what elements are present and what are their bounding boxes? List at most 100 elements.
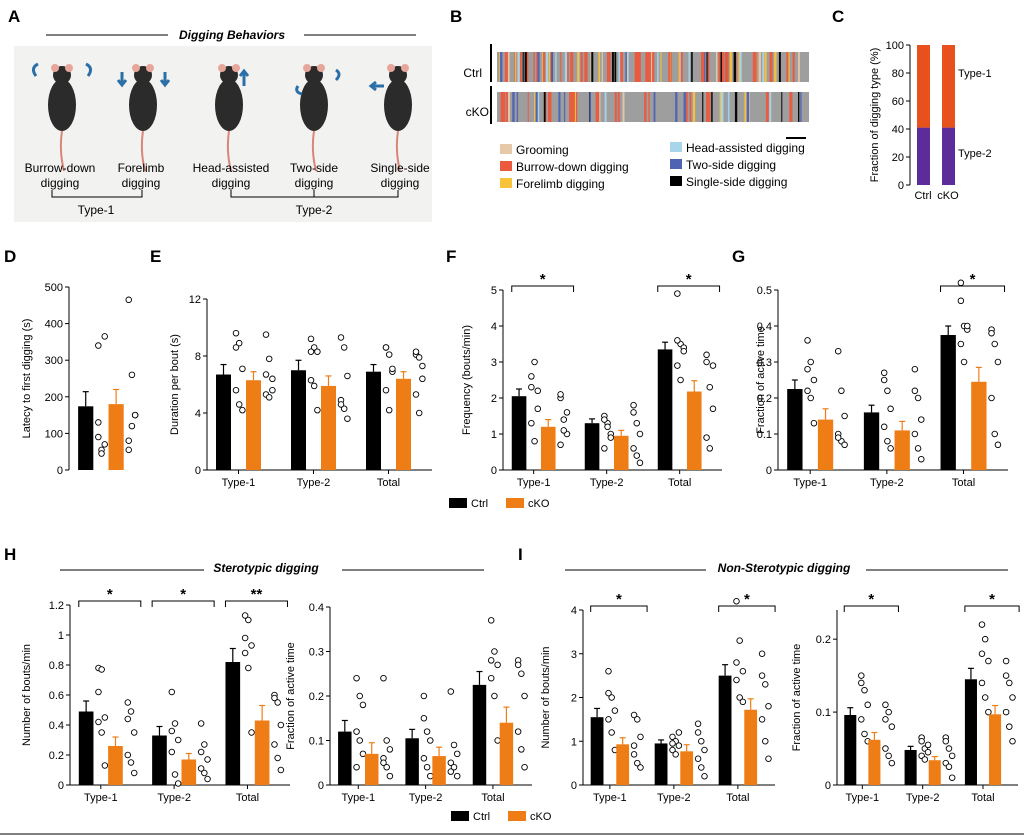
data-point	[807, 394, 814, 402]
legend-swatch-ctrl	[449, 498, 467, 508]
ethogram-event	[599, 92, 601, 122]
data-point	[694, 755, 702, 763]
data-point	[978, 621, 986, 628]
mouse-ear	[218, 64, 226, 72]
data-point	[991, 430, 998, 438]
x-tick-label: Total	[726, 792, 749, 804]
ethogram-event	[798, 52, 800, 82]
y-tick-label: 4	[195, 408, 201, 420]
ethogram-event	[524, 52, 527, 82]
data-point	[733, 598, 740, 605]
bar	[657, 349, 673, 470]
ethogram-event	[744, 92, 747, 122]
ethogram-event	[536, 52, 538, 82]
ethogram-event	[765, 92, 769, 122]
mouse-tail	[226, 130, 232, 172]
data-point	[131, 411, 139, 419]
ethogram-event	[701, 52, 705, 82]
data-point	[981, 694, 989, 701]
data-point	[245, 664, 252, 672]
data-point	[521, 692, 528, 700]
data-point	[514, 728, 522, 735]
behavior-label-line1: Single-side	[370, 161, 430, 175]
ethogram-event	[614, 52, 617, 82]
data-point	[174, 736, 182, 744]
bar	[817, 419, 834, 470]
data-point	[356, 692, 363, 700]
data-point	[694, 720, 702, 728]
data-point	[1002, 672, 1010, 679]
ethogram-event	[758, 52, 761, 82]
arrow-icon	[31, 62, 39, 77]
data-point	[241, 612, 249, 619]
data-point	[340, 344, 348, 351]
data-point	[337, 334, 345, 341]
data-point	[95, 718, 102, 726]
data-point	[310, 382, 318, 390]
stacked-bar-segment	[942, 45, 955, 128]
ethogram-event	[660, 52, 662, 82]
ethogram-event	[543, 92, 546, 122]
data-point	[314, 348, 321, 355]
y-axis-label: Fraction of active time	[791, 644, 803, 752]
x-tick-label: Type-1	[846, 792, 880, 804]
ethogram-event	[515, 52, 517, 82]
ethogram-event	[792, 52, 795, 82]
ethogram-event	[518, 52, 520, 82]
data-point	[204, 775, 211, 783]
type1-bracket	[51, 190, 143, 198]
ethogram-event	[519, 52, 522, 82]
bar	[894, 430, 910, 470]
data-point	[487, 657, 495, 664]
data-point	[531, 437, 538, 445]
series-label-type1: Type-1	[958, 68, 992, 80]
mouse-tail	[311, 130, 317, 172]
data-point	[232, 329, 240, 337]
data-point	[277, 721, 285, 729]
data-point	[630, 445, 637, 452]
data-point	[241, 634, 249, 642]
data-point	[945, 745, 953, 752]
data-point	[174, 780, 182, 787]
data-point	[419, 362, 426, 370]
bar	[291, 370, 306, 470]
y-tick-label: 0	[491, 465, 497, 477]
data-point	[385, 351, 393, 358]
data-point	[560, 427, 568, 434]
behavior-label-line1: Forelimb	[118, 161, 165, 175]
ethogram-event	[685, 92, 688, 122]
data-point	[427, 772, 434, 780]
ethogram-event	[507, 92, 511, 122]
data-point	[232, 386, 240, 394]
data-point	[706, 383, 714, 391]
data-point	[978, 679, 986, 687]
significance-bracket	[151, 600, 215, 607]
data-point	[248, 642, 255, 649]
data-point	[607, 434, 615, 441]
x-tick-label: Type-1	[793, 477, 827, 489]
data-point	[353, 674, 360, 682]
data-point	[636, 459, 644, 467]
bar	[940, 335, 956, 470]
bar	[540, 426, 556, 470]
data-point	[337, 401, 345, 408]
data-point	[241, 649, 249, 657]
data-point	[95, 688, 102, 696]
panel-c: 0 20 40 60 80 100 Fraction of digging type (%)…	[869, 40, 992, 202]
data-point	[124, 751, 132, 759]
significance-bracket	[964, 605, 1020, 612]
chart-d: 0 100 200 300 400 500 Latecy to first digging …	[21, 282, 139, 477]
data-point	[675, 729, 683, 736]
legend-label-ctrl: Ctrl	[473, 811, 490, 823]
significance-marker: *	[744, 591, 750, 608]
data-point	[415, 409, 423, 417]
data-point	[804, 365, 811, 373]
data-point	[914, 394, 922, 402]
data-point	[427, 737, 434, 744]
y-tick-label: 1	[58, 630, 64, 642]
x-tick-label: Total	[481, 792, 504, 804]
y-tick-label: 100	[886, 40, 904, 52]
data-point	[124, 715, 132, 723]
ethogram-event	[546, 52, 548, 82]
bar	[432, 756, 446, 785]
